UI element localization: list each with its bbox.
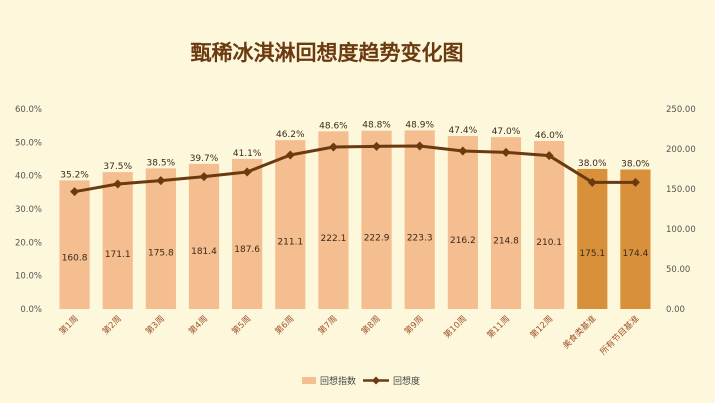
line-marker [113, 179, 123, 189]
line-value-label: 38.0% [621, 159, 650, 169]
line-value-label: 46.0% [535, 131, 564, 141]
line-value-label: 48.9% [405, 120, 434, 130]
category-label: 第12周 [528, 313, 555, 340]
category-label: 第1周 [57, 313, 81, 337]
bar-value-label: 175.8 [148, 249, 174, 259]
right-axis: 0.00 50.00 100.00 150.00 200.00 250.00 [666, 105, 696, 315]
line-marker [587, 177, 597, 187]
bar-value-label: 187.6 [234, 245, 260, 255]
category-label: 第10周 [442, 313, 469, 340]
bar-value-label: 174.4 [623, 249, 649, 259]
line-value-label: 38.5% [147, 158, 176, 168]
left-axis: 0.0% 10.0% 20.0% 30.0% 40.0% 50.0% 60.0% [15, 105, 42, 315]
right-axis-tick-label: 0.00 [666, 305, 685, 315]
line-marker [501, 147, 511, 157]
bar-value-label: 171.1 [105, 250, 131, 260]
category-label: 第8周 [359, 313, 383, 337]
right-axis-tick-label: 50.00 [666, 265, 690, 275]
line-value-label: 39.7% [190, 154, 219, 164]
legend-swatch-bar [302, 377, 316, 384]
legend-label-line: 回想度 [393, 375, 420, 387]
bar [188, 163, 220, 309]
category-label: 第2周 [100, 313, 124, 337]
category-label: 美食类基准 [561, 313, 599, 351]
legend-label-bar: 回想指数 [320, 375, 356, 387]
right-axis-tick-label: 150.00 [666, 185, 696, 195]
line-marker [544, 151, 554, 161]
bar [102, 172, 133, 309]
bar [490, 137, 522, 309]
category-label: 第9周 [402, 313, 426, 337]
bar [404, 130, 435, 309]
right-axis-tick-label: 200.00 [666, 145, 696, 155]
line-value-label: 38.0% [578, 159, 607, 169]
bar-value-label: 222.1 [321, 234, 347, 244]
bar [620, 169, 651, 309]
line-value-label: 41.1% [233, 149, 262, 159]
line-marker [242, 167, 252, 177]
right-axis-tick-label: 250.00 [666, 105, 696, 115]
line-marker [372, 141, 382, 151]
bar-value-label: 181.4 [191, 247, 217, 257]
bar-value-labels: 160.8 171.1 175.8 181.4 187.6 211.1 222.1 222.9… [62, 234, 649, 264]
left-axis-tick-label: 30.0% [15, 205, 42, 215]
bar-value-label: 222.9 [364, 234, 390, 244]
line-value-label: 37.5% [103, 162, 132, 172]
legend: 回想指数 回想度 [302, 375, 420, 387]
line-value-label: 48.6% [319, 121, 348, 131]
chart-title: 甄稀冰淇淋回想度趋势变化图 [191, 41, 464, 65]
bar-value-label: 223.3 [407, 234, 433, 244]
bar-value-label: 160.8 [62, 254, 88, 264]
line-series [70, 141, 640, 197]
bar [318, 131, 349, 309]
category-label: 第4周 [186, 313, 210, 337]
line-value-label: 35.2% [60, 170, 89, 180]
bar-value-label: 211.1 [277, 237, 303, 247]
bar [145, 168, 176, 309]
line-marker [630, 177, 640, 187]
bar-value-label: 175.1 [579, 249, 605, 259]
bar-value-label: 210.1 [536, 238, 562, 248]
line-marker [415, 141, 425, 151]
line-marker [70, 187, 80, 197]
left-axis-tick-label: 20.0% [15, 238, 42, 248]
bar [534, 140, 565, 309]
category-label: 所有节目基准 [598, 313, 642, 357]
bar [447, 136, 478, 309]
line-value-label: 46.2% [276, 130, 305, 140]
category-label: 第3周 [143, 313, 167, 337]
line-value-labels: 35.2% 37.5% 38.5% 39.7% 41.1% 46.2% 48.6% 48.8%… [60, 120, 650, 180]
category-label: 第6周 [273, 313, 297, 337]
legend-marker [372, 376, 380, 385]
category-label: 第11周 [485, 313, 512, 340]
category-label: 第7周 [316, 313, 340, 337]
line-value-label: 48.8% [362, 121, 391, 131]
line-marker [285, 150, 295, 160]
right-axis-tick-label: 100.00 [666, 225, 696, 235]
bar [232, 158, 263, 309]
category-label: 第5周 [230, 313, 254, 337]
line-marker [199, 172, 209, 182]
line-marker [328, 142, 338, 152]
bar [577, 168, 608, 309]
bar-value-label: 214.8 [493, 236, 519, 246]
bar [361, 130, 392, 309]
category-labels: 第1周 第2周 第3周 第4周 第5周 第6周 第7周 第8周 第9周 第10周 第11周 第12周美… [57, 313, 642, 357]
left-axis-tick-label: 0.0% [20, 305, 42, 315]
bar [275, 140, 306, 309]
line-marker [458, 146, 468, 156]
line-path [74, 144, 636, 194]
left-axis-tick-label: 40.0% [15, 172, 42, 182]
line-value-label: 47.4% [449, 126, 478, 136]
line-value-label: 47.0% [492, 127, 521, 137]
line-marker [156, 176, 166, 186]
bar [59, 180, 90, 309]
bar-value-label: 216.2 [450, 236, 476, 246]
left-axis-tick-label: 60.0% [15, 105, 42, 115]
left-axis-tick-label: 10.0% [15, 272, 42, 282]
bar-series [59, 130, 651, 309]
left-axis-tick-label: 50.0% [15, 138, 42, 148]
